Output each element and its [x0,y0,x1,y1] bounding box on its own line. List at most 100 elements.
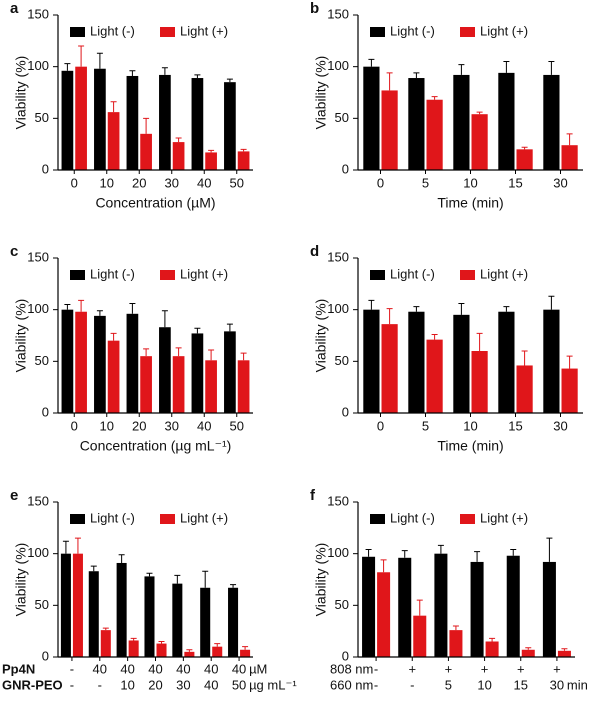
legend-label: Light (+) [180,23,228,38]
bar [449,630,463,657]
bar [172,356,185,413]
row-name: 660 nm [330,677,373,692]
x-tick-label: - [410,677,414,692]
y-axis-title: Viability (%) [313,56,329,130]
error-bar [437,544,444,554]
x-tick-label: 30 [553,175,567,190]
error-bar [510,549,517,556]
x-tick-label: 5 [445,677,452,692]
y-tick-label: 50 [335,353,349,368]
legend-label: Light (+) [480,510,528,525]
bar [60,553,71,657]
bar [426,339,443,413]
bar [159,74,171,170]
error-bar [175,347,182,357]
bar [228,587,239,657]
bar [453,74,470,170]
error-bar [78,299,85,312]
bar [470,561,484,657]
bar [191,78,204,170]
error-bar [416,599,423,616]
y-tick-label: 0 [42,161,49,176]
bar [156,643,167,657]
bar [362,556,376,657]
bar [561,145,578,170]
error-bar [146,572,153,577]
legend-label: Light (+) [480,266,528,281]
y-tick-label: 100 [327,58,349,73]
x-tick-label: - [374,677,378,692]
legend-label: Light (-) [90,266,135,281]
x-tick-label: 40 [120,661,134,676]
bar [237,360,250,413]
bar [498,72,515,170]
error-bar [110,101,117,113]
row-name: GNR-PEO [2,677,63,692]
x-tick-label: + [408,661,416,676]
error-bar [240,148,247,152]
x-axis-title: Concentration (µM) [95,195,215,211]
y-tick-label: 0 [342,648,349,663]
y-tick-label: 0 [342,161,349,176]
error-bar [161,67,168,75]
error-bar [175,137,182,143]
error-bar [521,146,528,150]
legend-label: Light (-) [390,23,435,38]
legend-swatch [70,270,85,280]
bar [471,351,488,413]
bar [408,78,425,170]
bar [107,112,120,170]
bar [128,640,139,657]
error-bar [458,302,465,315]
error-bar [503,61,510,73]
bar [453,314,470,413]
x-tick-label: 30 [165,175,179,190]
error-bar [129,70,136,76]
x-tick-label: 15 [514,677,528,692]
y-tick-label: 150 [327,249,349,264]
error-bar [143,348,150,357]
x-tick-label: 10 [100,418,114,433]
error-bar [413,72,420,79]
error-bar [62,540,69,554]
y-tick-label: 150 [327,6,349,21]
legend-swatch [370,27,385,37]
bar [471,114,488,170]
x-tick-label: 50 [232,677,246,692]
legend-label: Light (-) [90,23,135,38]
y-tick-label: 50 [35,597,49,612]
bar [237,151,250,170]
error-bar [158,641,165,644]
error-bar [242,646,249,650]
x-axis-title: Time (min) [437,195,503,211]
bar [543,74,560,170]
y-tick-label: 50 [335,597,349,612]
panel-letter: a [10,0,19,17]
error-bar [365,549,372,557]
error-bar [240,352,247,361]
bar [542,561,556,657]
y-axis-title: Viability (%) [13,543,29,617]
error-bar [401,550,408,558]
x-tick-label: + [517,661,525,676]
x-tick-label: 40 [148,661,162,676]
bar [498,311,515,413]
x-tick-label: 10 [463,418,477,433]
bar [381,324,398,413]
y-tick-label: 100 [27,58,49,73]
bar [516,149,533,170]
legend-label: Light (+) [180,510,228,525]
x-tick-label: 30 [165,418,179,433]
x-tick-label: 0 [377,175,384,190]
error-bar [96,52,103,69]
x-tick-label: 30 [550,677,564,692]
x-tick-label: 5 [422,175,429,190]
y-tick-label: 100 [27,545,49,560]
y-tick-label: 50 [335,110,349,125]
bar [94,68,106,170]
error-bar [503,306,510,312]
bar [200,587,211,657]
error-bar [368,58,375,67]
bar [94,315,106,413]
error-bar [386,72,393,91]
